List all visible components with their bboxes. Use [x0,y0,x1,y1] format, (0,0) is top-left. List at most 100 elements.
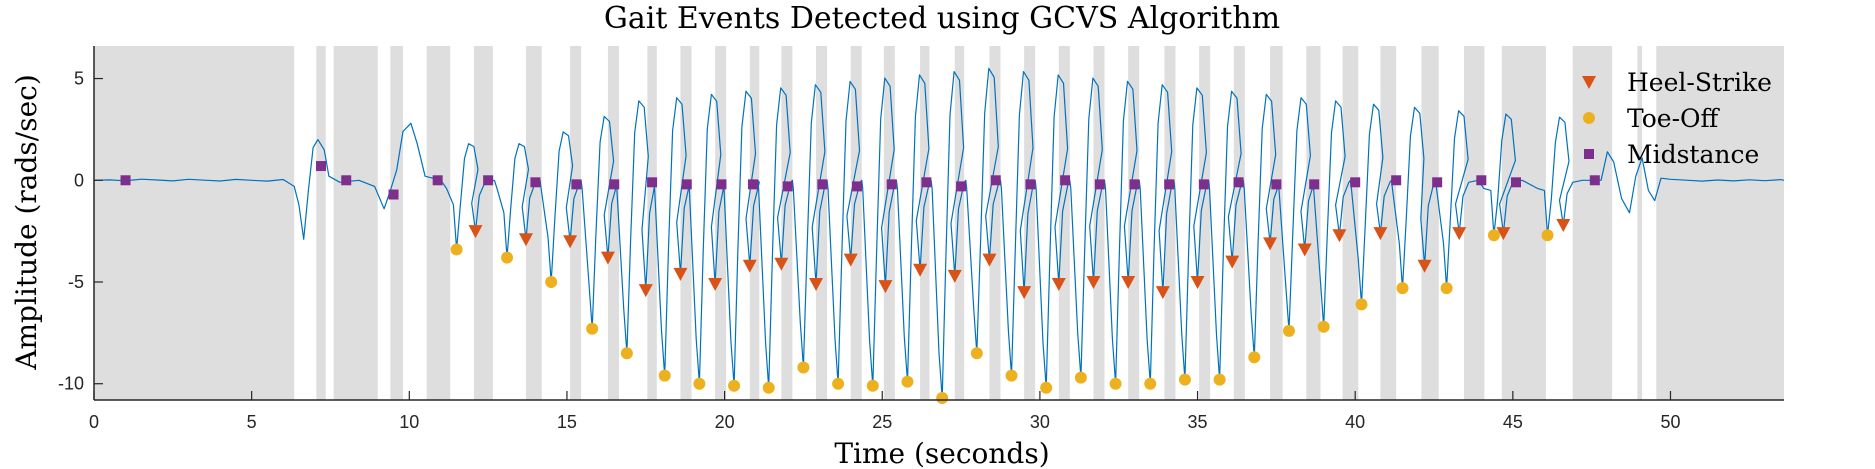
midstance-marker [1198,179,1209,190]
stance-band [426,46,451,400]
midstance-marker [956,181,967,192]
legend-toe-off-marker [1583,112,1595,124]
midstance-marker [1060,175,1071,186]
stance-band [1093,46,1105,400]
stance-band [1128,46,1140,400]
toe-off-marker [1178,373,1191,386]
midstance-marker [1025,179,1036,190]
stance-band [1306,46,1321,400]
stance-band [1164,46,1176,400]
stance-band [1270,46,1283,400]
legend-toe-off-label: Toe-Off [1627,104,1721,133]
stance-band [816,46,828,400]
midstance-marker [530,177,541,188]
stance-band [715,46,727,400]
heel-strike-marker [1017,286,1032,300]
stance-band [1501,46,1546,400]
midstance-marker [1350,177,1361,188]
stance-shading [94,46,1784,400]
heel-strike-marker [1373,227,1388,241]
y-tick-label: -5 [68,272,84,292]
midstance-marker [1432,177,1443,188]
heel-strike-marker [1556,219,1571,233]
stance-band [850,46,862,400]
x-tick-label: 25 [872,412,892,432]
toe-off-marker [1248,351,1261,364]
heel-strike-marker [1121,276,1136,289]
heel-strike-marker [1225,255,1240,269]
heel-strike-marker [809,278,824,292]
y-tick-label: 0 [74,170,84,190]
y-axis-label: Amplitude (rads/sec) [10,74,43,371]
toe-off-marker [1541,229,1554,242]
midstance-marker [1271,179,1282,190]
heel-strike-marker [563,235,578,249]
midstance-marker [782,181,793,192]
toe-off-marker [545,276,558,288]
midstance-marker [716,179,727,190]
midstance-marker [316,161,327,172]
stance-band [989,46,1001,400]
heel-strike-marker [708,278,723,292]
midstance-marker [852,181,863,192]
legend-heel-strike-label: Heel-Strike [1627,68,1772,97]
heel-strike-marker [982,253,997,267]
stance-band [1637,46,1643,400]
toe-off-marker [1213,373,1226,386]
toe-off-marker [693,377,706,390]
toe-off-marker [1040,381,1053,394]
heel-strike-marker [1452,227,1467,241]
stance-band [525,46,542,400]
x-tick-label: 0 [89,412,99,432]
x-tick-label: 30 [1030,412,1050,432]
toe-off-marker [658,369,671,382]
midstance-marker [571,179,582,190]
stance-band [607,46,619,400]
midstance-marker [388,189,399,200]
stance-band [749,46,760,400]
heel-strike-marker [947,269,962,283]
toe-off-marker [1355,298,1368,311]
stance-band [1342,46,1359,400]
toe-off-marker [728,379,741,392]
heel-strike-marker [673,267,688,281]
heel-strike-marker [600,251,615,265]
toe-off-marker [936,391,949,404]
toe-off-marker [1005,369,1018,382]
heel-strike-marker [774,257,789,271]
y-tick-label: -10 [58,374,84,394]
toe-off-marker [1487,229,1500,242]
toe-off-marker [832,377,845,390]
midstance-marker [886,179,897,190]
toe-off-marker [1396,282,1409,295]
x-tick-label: 50 [1660,412,1680,432]
midstance-marker [990,175,1001,186]
heel-strike-marker [518,233,533,247]
heel-strike-marker [843,253,858,267]
heel-strike-marker [913,263,928,277]
heel-strike-marker [1263,237,1278,251]
stance-band [1024,46,1036,400]
gait-event-markers [120,161,1600,404]
midstance-marker [1309,179,1320,190]
toe-off-marker [1074,371,1087,384]
stance-band [390,46,403,400]
midstance-marker [1129,179,1140,190]
toe-off-marker [1440,282,1453,295]
heel-strike-marker [1155,286,1170,300]
midstance-marker [1094,179,1105,190]
midstance-marker [921,177,932,188]
toe-off-marker [586,322,599,335]
toe-off-marker [1282,324,1295,337]
stance-band [316,46,326,400]
heel-strike-marker [742,259,757,273]
toe-off-marker [620,347,633,360]
stance-band [1463,46,1485,400]
stance-band [1199,46,1211,400]
toe-off-marker [970,347,983,360]
stance-band [920,46,930,400]
midstance-marker [1233,177,1244,188]
midstance-marker [432,175,443,186]
y-tick-label: 5 [74,69,84,89]
toe-off-marker [797,361,810,374]
